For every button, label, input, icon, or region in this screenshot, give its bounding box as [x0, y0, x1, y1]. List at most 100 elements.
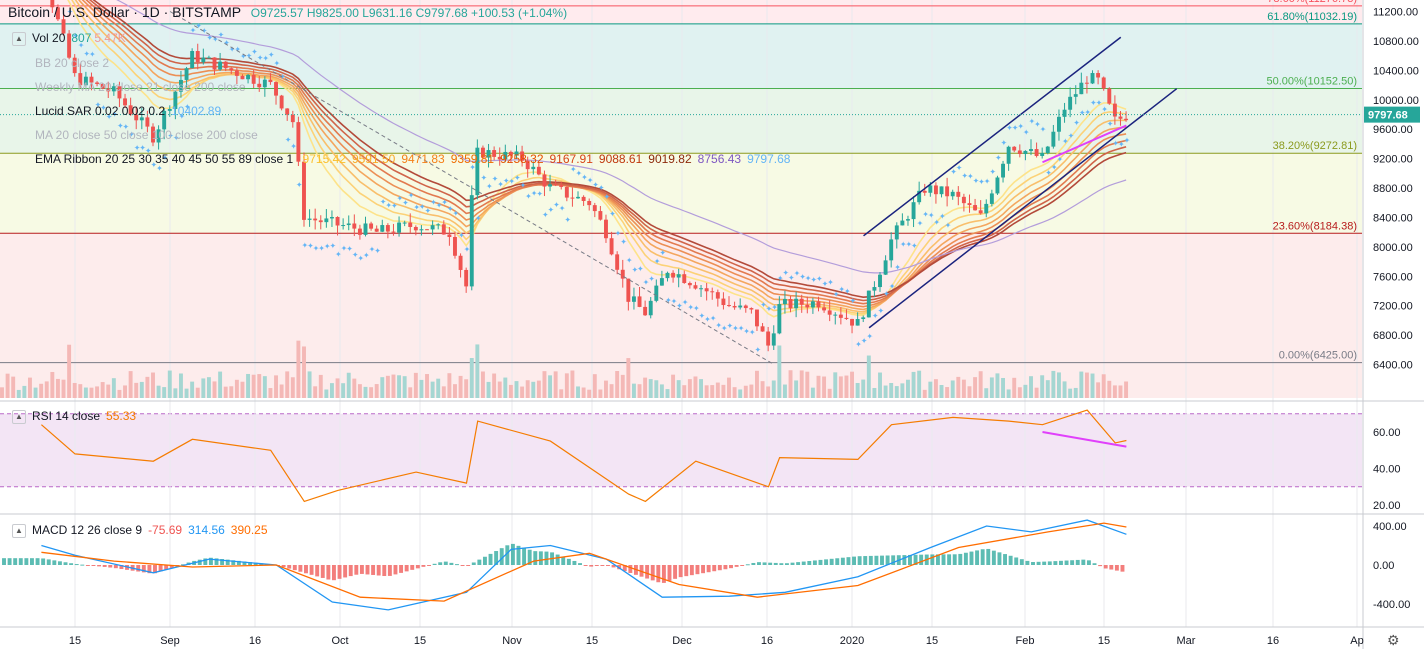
- indicator-rsi[interactable]: ▲ RSI 14 close 55.33: [12, 409, 136, 424]
- macd-hist-bar: [432, 563, 437, 565]
- volume-bar: [0, 387, 4, 398]
- sar-dot: ✦: [699, 311, 706, 320]
- volume-bar: [11, 376, 16, 398]
- sar-dot: ✦: [771, 303, 778, 312]
- ribbon-value: 9715.42: [302, 152, 346, 166]
- volume-bar: [889, 382, 894, 398]
- candle-body: [967, 203, 972, 206]
- macd-hist-bar: [393, 565, 398, 575]
- volume-bar: [425, 374, 429, 398]
- macd-hist-bar: [1036, 561, 1041, 565]
- candle-body: [721, 298, 726, 306]
- macd-hist-bar: [689, 565, 694, 576]
- macd-hist-bar: [561, 556, 566, 565]
- volume-bar: [755, 370, 759, 398]
- candle-body: [609, 238, 614, 255]
- downtrend-dashed-line: [169, 11, 775, 365]
- candle-body: [654, 285, 659, 301]
- macd-hist-bar: [1014, 557, 1019, 565]
- volume-bar: [464, 379, 469, 398]
- last-price-tag: [1364, 106, 1420, 123]
- volume-bar: [223, 386, 228, 398]
- macd-hist-bar: [880, 555, 884, 565]
- macd-hist-bar: [158, 565, 163, 572]
- candle-body: [346, 223, 351, 226]
- sar-dot: ✦: [139, 144, 146, 153]
- candle-body: [810, 301, 815, 308]
- indicator-ribbon[interactable]: EMA Ribbon 20 25 30 35 40 45 50 55 89 cl…: [35, 152, 790, 166]
- indicator-macd[interactable]: ▲ MACD 12 26 close 9 -75.69 314.56 390.25: [12, 523, 268, 538]
- indicator-ma[interactable]: MA 20 close 50 close 100 close 200 close: [35, 128, 258, 142]
- volume-bar: [1101, 374, 1106, 398]
- symbol-title[interactable]: Bitcoin / U.S. Dollar · 1D · BITSTAMP: [8, 4, 241, 20]
- collapse-icon[interactable]: ▲: [12, 409, 26, 424]
- candle-body: [1017, 150, 1022, 155]
- sar-dot: ✦: [1107, 119, 1114, 128]
- macd-hist-bar: [812, 560, 817, 565]
- volume-bar: [178, 373, 183, 398]
- sar-dot: ✦: [61, 0, 68, 1]
- candle-body: [542, 174, 547, 187]
- sar-dot: ✦: [710, 314, 717, 323]
- candle-body: [83, 76, 88, 86]
- collapse-icon[interactable]: ▲: [12, 523, 26, 538]
- indicator-weekly-ma[interactable]: Weekly MA 20 close 21 close 200 close: [35, 80, 246, 94]
- candle-body: [682, 274, 687, 283]
- candle-body: [749, 308, 754, 310]
- sar-dot: ✦: [822, 280, 829, 289]
- macd-hist-bar: [119, 565, 124, 570]
- sar-dot: ✦: [536, 190, 543, 199]
- sar-dot: ✦: [223, 39, 230, 48]
- sar-dot: ✦: [939, 212, 946, 221]
- candle-body: [497, 156, 502, 160]
- volume-bar: [503, 377, 508, 398]
- sar-dot: ✦: [956, 164, 963, 173]
- volume-bar: [100, 382, 105, 398]
- indicator-vol[interactable]: ▲ Vol 20 807 5.47K: [12, 31, 126, 46]
- sar-dot: ✦: [313, 244, 320, 253]
- candle-body: [1096, 73, 1101, 78]
- ribbon-value: 9167.91: [549, 152, 593, 166]
- volume-bar: [570, 370, 575, 398]
- indicator-bb[interactable]: BB 20 close 2: [35, 56, 109, 70]
- sar-dot: ✦: [268, 51, 275, 60]
- volume-bar: [1084, 372, 1089, 398]
- macd-hist-bar: [169, 565, 174, 568]
- candle-body: [620, 269, 625, 279]
- fib-level-label: 50.00%(10152.50): [1266, 76, 1357, 88]
- settings-gear-icon[interactable]: ⚙: [1387, 632, 1400, 648]
- macd-hist-bar: [427, 565, 431, 566]
- volume-bar: [363, 386, 368, 398]
- volume-bar: [246, 373, 251, 398]
- candle-body: [1112, 103, 1117, 117]
- volume-bar: [413, 372, 418, 398]
- candle-body: [464, 269, 469, 287]
- sar-dot: ✦: [984, 177, 991, 186]
- macd-hist-bar: [18, 558, 23, 565]
- sar-dot: ✦: [961, 171, 968, 180]
- volume-bar: [766, 386, 771, 398]
- candle-body: [727, 305, 731, 307]
- macd-hist-bar: [807, 561, 812, 565]
- sar-dot: ✦: [357, 254, 364, 263]
- macd-hist-bar: [1092, 563, 1097, 565]
- volume-bar: [195, 387, 200, 398]
- candle-body: [55, 7, 60, 20]
- sar-dot: ✦: [978, 178, 985, 187]
- macd-hist-bar: [840, 557, 845, 565]
- macd-hist-bar: [656, 565, 661, 583]
- candle-body: [151, 126, 155, 143]
- indicator-sar[interactable]: Lucid SAR 0.02 0.02 0.2 10402.89: [35, 104, 221, 118]
- candle-body: [469, 195, 474, 287]
- sar-dot: ✦: [687, 303, 694, 312]
- candle-body: [777, 304, 782, 334]
- sar-dot: ✦: [592, 181, 599, 190]
- macd-hist-bar: [572, 560, 577, 565]
- collapse-icon[interactable]: ▲: [12, 31, 26, 46]
- sar-dot: ✦: [234, 45, 241, 54]
- volume-bar: [385, 375, 390, 398]
- candle-body: [643, 306, 648, 316]
- sar-dot: ✦: [777, 274, 784, 283]
- macd-hist-bar: [997, 552, 1002, 565]
